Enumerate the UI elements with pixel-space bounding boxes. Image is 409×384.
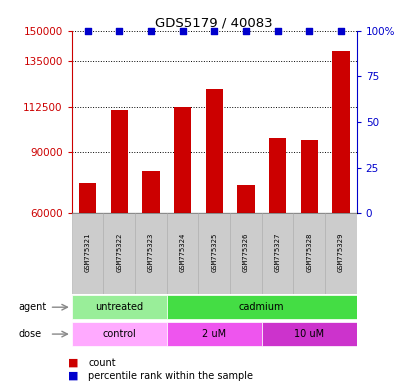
Bar — [324, 213, 356, 294]
Text: GSM775329: GSM775329 — [337, 232, 343, 271]
Text: GSM775327: GSM775327 — [274, 232, 280, 271]
Text: count: count — [88, 358, 115, 368]
Point — [242, 28, 249, 34]
Text: agent: agent — [18, 302, 47, 312]
Text: untreated: untreated — [95, 302, 143, 312]
Bar — [268, 138, 285, 213]
Point — [337, 28, 343, 34]
Bar — [166, 295, 356, 319]
Text: cadmium: cadmium — [238, 302, 284, 312]
Point — [84, 28, 91, 34]
Bar — [293, 213, 324, 294]
Text: 2 uM: 2 uM — [202, 329, 226, 339]
Bar — [79, 183, 96, 213]
Point — [274, 28, 280, 34]
Text: GSM775326: GSM775326 — [242, 232, 248, 271]
Point — [210, 28, 217, 34]
Bar — [229, 213, 261, 294]
Bar — [300, 140, 317, 213]
Text: control: control — [102, 329, 136, 339]
Text: GSM775322: GSM775322 — [116, 232, 122, 271]
Text: GSM775321: GSM775321 — [84, 232, 90, 271]
Text: GSM775323: GSM775323 — [148, 232, 153, 271]
Bar — [261, 322, 356, 346]
Bar — [331, 51, 349, 213]
Bar — [72, 213, 103, 294]
Bar — [103, 213, 135, 294]
Point — [147, 28, 154, 34]
Point — [305, 28, 312, 34]
Bar — [261, 213, 293, 294]
Text: ■: ■ — [67, 358, 78, 368]
Bar — [166, 213, 198, 294]
Bar — [205, 89, 222, 213]
Text: GSM775324: GSM775324 — [179, 232, 185, 271]
Title: GDS5179 / 40083: GDS5179 / 40083 — [155, 17, 272, 30]
Bar — [110, 110, 128, 213]
Bar — [72, 322, 166, 346]
Point — [179, 28, 185, 34]
Text: ■: ■ — [67, 371, 78, 381]
Bar — [236, 185, 254, 213]
Text: GSM775325: GSM775325 — [211, 232, 217, 271]
Bar — [198, 213, 229, 294]
Text: GSM775328: GSM775328 — [306, 232, 311, 271]
Bar — [173, 107, 191, 213]
Bar — [142, 170, 159, 213]
Point — [116, 28, 122, 34]
Text: 10 uM: 10 uM — [293, 329, 324, 339]
Bar — [72, 295, 166, 319]
Text: percentile rank within the sample: percentile rank within the sample — [88, 371, 252, 381]
Bar — [135, 213, 166, 294]
Bar — [166, 322, 261, 346]
Text: dose: dose — [18, 329, 41, 339]
